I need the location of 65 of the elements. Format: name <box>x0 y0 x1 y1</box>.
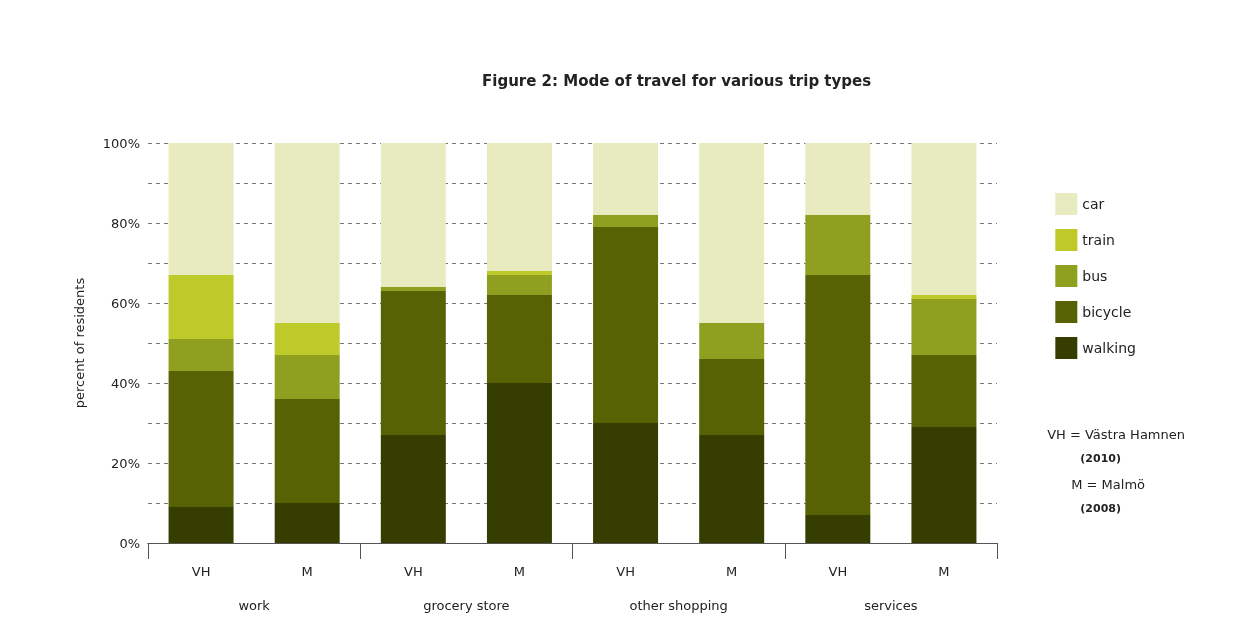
legend-label: car <box>1082 196 1105 212</box>
y-tick-label: 80% <box>111 215 140 231</box>
legend-label: bus <box>1082 268 1108 284</box>
y-tick-label: 0% <box>119 535 140 551</box>
y-axis-title: percent of residents <box>72 277 87 409</box>
bar <box>168 275 234 339</box>
bar <box>805 143 871 215</box>
text: other shopping <box>629 598 728 613</box>
bar <box>699 143 765 323</box>
bar <box>274 503 340 543</box>
x-tick-label: M <box>938 564 950 579</box>
text: grocery store <box>423 598 510 613</box>
legend-label: walking <box>1082 340 1137 356</box>
bar <box>380 291 446 435</box>
bar <box>486 275 552 295</box>
x-tick-label: M <box>301 564 313 579</box>
x-tick-label: M <box>513 564 526 579</box>
bar <box>274 355 340 399</box>
bar <box>274 399 340 503</box>
text: work <box>238 598 271 613</box>
bar <box>911 143 977 295</box>
y-tick-label: 40% <box>111 375 140 391</box>
chart-title: Figure 2: Mode of travel for various trip types <box>482 71 872 90</box>
bar <box>380 435 446 543</box>
bar <box>911 355 977 427</box>
bar <box>593 423 659 543</box>
text: M = Malmö <box>1071 477 1146 492</box>
legend-label: bicycle <box>1082 304 1132 320</box>
x-tick-label: M <box>726 564 738 579</box>
bar <box>911 299 977 355</box>
bar <box>486 295 552 383</box>
bar <box>168 507 234 543</box>
y-tick-label: 100% <box>102 135 140 151</box>
text: (2008) <box>1080 502 1121 515</box>
y-tick-label: 60% <box>111 295 140 311</box>
bar <box>593 227 659 423</box>
bar <box>486 383 552 543</box>
x-tick-label: VH <box>403 564 423 579</box>
bar <box>274 143 340 323</box>
bar <box>911 427 977 543</box>
bar <box>593 143 659 215</box>
bar <box>168 339 234 371</box>
bar <box>168 143 234 275</box>
bar <box>486 271 552 275</box>
x-tick-label: VH <box>191 564 211 579</box>
bar <box>805 215 871 275</box>
bar <box>699 323 765 359</box>
text: VH = Västra Hamnen <box>1047 427 1185 442</box>
bar <box>805 515 871 543</box>
bar <box>593 215 659 227</box>
bar <box>380 143 446 287</box>
bar <box>699 359 765 435</box>
bar <box>380 287 446 291</box>
bar <box>486 143 552 271</box>
y-tick-label: 20% <box>111 455 140 471</box>
bar <box>911 295 977 299</box>
bar <box>168 371 234 507</box>
text: (2010) <box>1080 452 1121 465</box>
x-tick-label: VH <box>616 564 635 579</box>
text: services <box>864 598 918 613</box>
legend-label: train <box>1082 232 1115 248</box>
x-tick-label: VH <box>828 564 848 579</box>
bar <box>805 275 871 515</box>
bar <box>699 435 765 543</box>
bar <box>274 323 340 355</box>
